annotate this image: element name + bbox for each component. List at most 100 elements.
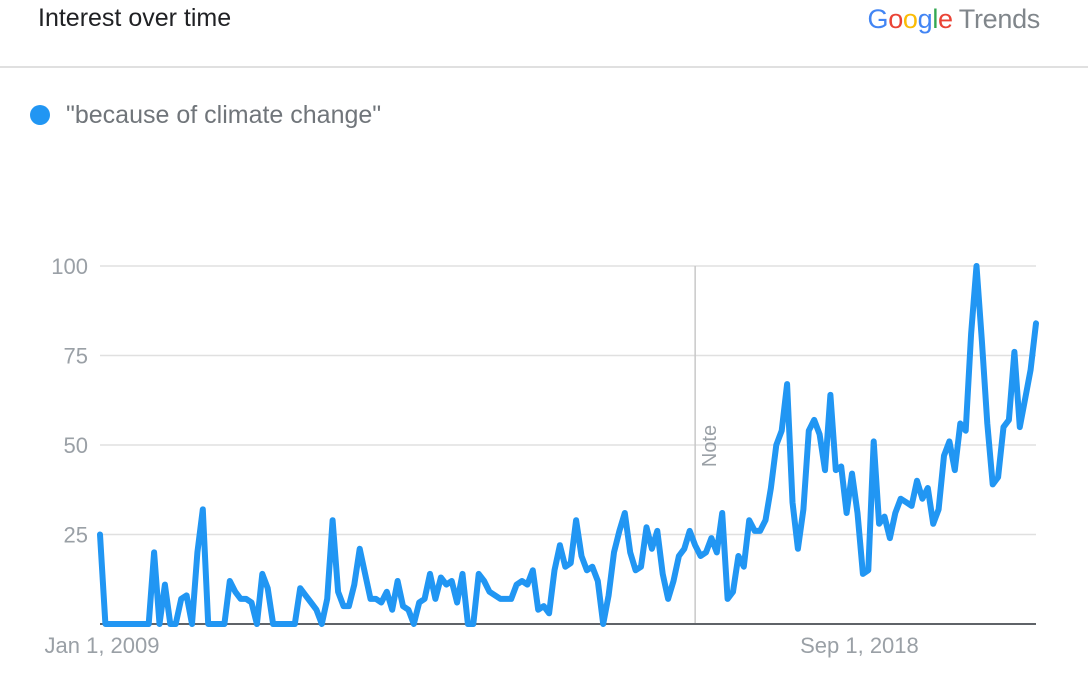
- data-point: [357, 546, 363, 552]
- data-point: [990, 481, 996, 487]
- data-point: [286, 621, 292, 627]
- data-point: [292, 621, 298, 627]
- data-point: [1022, 396, 1028, 402]
- data-point: [919, 496, 925, 502]
- data-point: [481, 578, 487, 584]
- data-point: [806, 428, 812, 434]
- data-point: [622, 510, 628, 516]
- data-point: [768, 485, 774, 491]
- data-point: [882, 514, 888, 520]
- data-point: [427, 571, 433, 577]
- data-point: [903, 499, 909, 505]
- data-point: [930, 521, 936, 527]
- data-point: [351, 582, 357, 588]
- data-point: [470, 621, 476, 627]
- data-point: [579, 553, 585, 559]
- data-point: [914, 478, 920, 484]
- data-point: [341, 603, 347, 609]
- data-point: [752, 528, 758, 534]
- data-point: [416, 600, 422, 606]
- data-point: [162, 582, 168, 588]
- data-point: [102, 621, 108, 627]
- data-point: [400, 603, 406, 609]
- data-point: [876, 521, 882, 527]
- data-point: [952, 467, 958, 473]
- data-point: [443, 582, 449, 588]
- data-point: [714, 549, 720, 555]
- data-point: [460, 571, 466, 577]
- data-point: [638, 564, 644, 570]
- data-point: [790, 499, 796, 505]
- data-point: [660, 571, 666, 577]
- data-point: [844, 510, 850, 516]
- note-label-0: Note: [699, 425, 721, 467]
- google-trends-logo[interactable]: Google Trends: [867, 4, 1040, 34]
- data-point: [535, 607, 541, 613]
- data-point: [378, 600, 384, 606]
- data-point: [979, 338, 985, 344]
- data-point: [909, 503, 915, 509]
- data-point: [346, 603, 352, 609]
- data-point: [454, 600, 460, 606]
- legend[interactable]: "because of climate change": [30, 98, 381, 132]
- data-point: [735, 553, 741, 559]
- data-point: [384, 589, 390, 595]
- data-point: [611, 549, 617, 555]
- data-point: [676, 553, 682, 559]
- data-point: [984, 421, 990, 427]
- data-point: [395, 578, 401, 584]
- data-point: [270, 621, 276, 627]
- data-point: [557, 542, 563, 548]
- data-point: [362, 571, 368, 577]
- data-point: [157, 621, 163, 627]
- data-point: [616, 528, 622, 534]
- data-point: [422, 596, 428, 602]
- data-point: [800, 506, 806, 512]
- data-point: [519, 578, 525, 584]
- x-tick-label-0: Jan 1, 2009: [45, 633, 160, 658]
- data-point: [562, 564, 568, 570]
- data-point: [254, 621, 260, 627]
- data-point: [497, 596, 503, 602]
- data-point: [368, 596, 374, 602]
- data-point: [946, 438, 952, 444]
- data-point: [552, 567, 558, 573]
- data-point: [216, 621, 222, 627]
- data-point: [97, 532, 103, 538]
- data-point: [503, 596, 509, 602]
- data-point: [649, 546, 655, 552]
- data-point: [633, 567, 639, 573]
- data-point: [124, 621, 130, 627]
- card-header: Interest over time Google Trends: [0, 0, 1088, 68]
- data-point: [249, 600, 255, 606]
- y-tick-label-50: 50: [64, 433, 88, 458]
- data-point: [324, 596, 330, 602]
- data-point: [627, 549, 633, 555]
- data-point: [140, 621, 146, 627]
- data-point: [524, 582, 530, 588]
- data-point: [1006, 417, 1012, 423]
- data-point: [865, 567, 871, 573]
- data-point: [487, 589, 493, 595]
- data-point: [1017, 424, 1023, 430]
- data-point: [833, 467, 839, 473]
- data-point: [600, 621, 606, 627]
- data-point: [281, 621, 287, 627]
- data-point: [243, 596, 249, 602]
- data-point: [303, 592, 309, 598]
- data-point: [838, 464, 844, 470]
- data-point: [822, 467, 828, 473]
- data-point: [606, 592, 612, 598]
- data-point: [546, 610, 552, 616]
- data-point: [898, 496, 904, 502]
- data-point: [135, 621, 141, 627]
- data-point: [708, 535, 714, 541]
- data-point: [855, 510, 861, 516]
- data-point: [811, 417, 817, 423]
- data-point: [827, 392, 833, 398]
- data-point: [773, 442, 779, 448]
- data-point: [795, 546, 801, 552]
- data-point: [968, 331, 974, 337]
- y-tick-label-75: 75: [64, 344, 88, 369]
